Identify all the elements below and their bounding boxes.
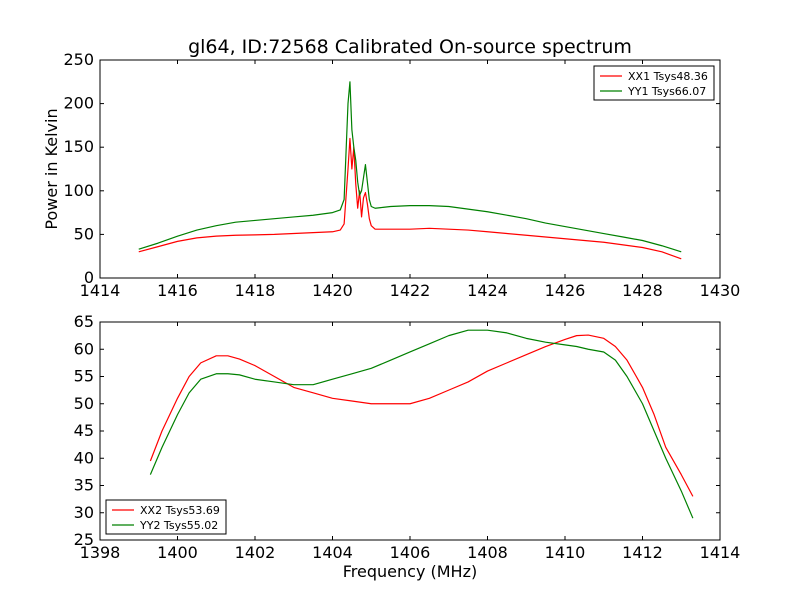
top-x-tick-label: 1426 [545,281,586,300]
bottom-x-tick-label: 1402 [235,543,276,562]
bottom-x-tick-label: 1406 [390,543,431,562]
top-y-tick-label: 100 [63,181,94,200]
bottom-x-tick-label: 1400 [157,543,198,562]
top-y-axis-label: Power in Kelvin [42,108,61,229]
bottom-x-tick-label: 1408 [467,543,508,562]
top-series-group [138,81,682,260]
bottom-x-tick-label: 1410 [545,543,586,562]
bottom-legend: XX2 Tsys53.69 YY2 Tsys55.02 [105,499,227,535]
top-y-tick-label: 250 [63,50,94,69]
bottom-y-tick-label: 30 [74,503,94,522]
top-x-tick-label: 1420 [312,281,353,300]
top-x-tick-label: 1416 [157,281,198,300]
bottom-x-tick-label: 1404 [312,543,353,562]
top-y-tick-label: 150 [63,137,94,156]
bottom-subplot: 1398 1400 1402 1404 1406 1408 1410 1412 1414 25 30… [74,312,741,581]
top-ticks-group: 1414 1416 1418 1420 1422 1424 1426 1428 1430 0 50 1… [63,50,740,300]
bottom-x-axis-label: Frequency (MHz) [343,562,477,581]
bottom-y-tick-label: 55 [74,367,94,386]
bottom-series-line-1 [149,334,694,497]
bottom-legend-box [105,499,227,535]
bottom-y-tick-label: 45 [74,421,94,440]
bottom-y-tick-label: 40 [74,448,94,467]
top-legend-box [593,65,715,101]
bottom-legend-label-2: YY2 Tsys55.02 [139,519,218,532]
top-legend-label-2: YY1 Tsys66.07 [627,85,706,98]
top-series-line-1 [138,137,682,260]
top-y-tick-label: 0 [84,268,94,287]
bottom-x-tick-label: 1414 [700,543,741,562]
top-series-line-2 [138,81,682,253]
top-subplot: gl64, ID:72568 Calibrated On-source spec… [42,36,740,300]
top-x-tick-label: 1424 [467,281,508,300]
bottom-series-line-2 [149,329,694,519]
top-x-tick-label: 1428 [622,281,663,300]
bottom-x-tick-label: 1412 [622,543,663,562]
bottom-y-tick-label: 65 [74,312,94,331]
bottom-y-tick-label: 50 [74,394,94,413]
top-legend-label-1: XX1 Tsys48.36 [628,70,708,83]
bottom-x-tick-label: 1398 [80,543,121,562]
top-x-tick-label: 1414 [80,281,121,300]
top-legend: XX1 Tsys48.36 YY1 Tsys66.07 [593,65,715,101]
top-x-tick-label: 1430 [700,281,741,300]
chart-title: gl64, ID:72568 Calibrated On-source spec… [188,36,632,58]
top-y-tick-label: 200 [63,94,94,113]
top-x-tick-label: 1422 [390,281,431,300]
top-x-tick-label: 1418 [235,281,276,300]
bottom-y-tick-label: 25 [74,530,94,549]
top-y-tick-label: 50 [74,224,94,243]
bottom-y-tick-label: 60 [74,339,94,358]
bottom-ticks-group: 1398 1400 1402 1404 1406 1408 1410 1412 1414 25 30… [74,312,741,562]
bottom-y-tick-label: 35 [74,476,94,495]
bottom-legend-label-1: XX2 Tsys53.69 [140,504,220,517]
bottom-series-group [149,329,694,519]
